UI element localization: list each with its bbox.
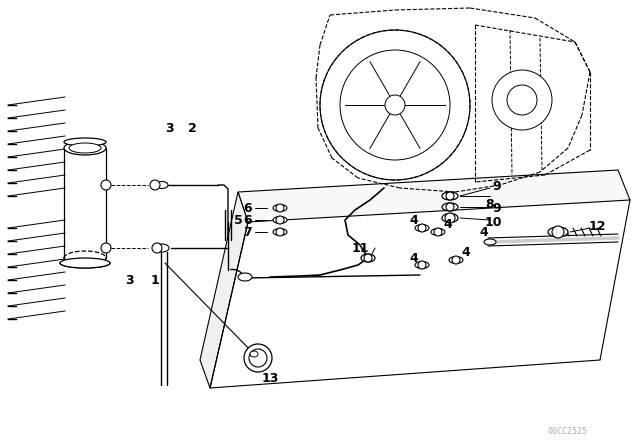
Circle shape (320, 30, 470, 180)
Ellipse shape (69, 143, 101, 153)
Circle shape (244, 344, 272, 372)
Text: 9: 9 (493, 180, 501, 193)
Ellipse shape (156, 181, 168, 189)
Ellipse shape (250, 351, 258, 357)
Text: 4: 4 (410, 251, 419, 264)
Circle shape (418, 224, 426, 232)
Text: 1: 1 (150, 273, 159, 287)
Ellipse shape (361, 254, 375, 262)
Circle shape (276, 216, 284, 224)
Ellipse shape (64, 141, 106, 155)
Circle shape (385, 95, 405, 115)
Circle shape (446, 192, 454, 200)
Ellipse shape (64, 138, 106, 146)
Circle shape (150, 180, 160, 190)
Circle shape (418, 261, 426, 269)
Text: 10: 10 (484, 215, 502, 228)
Circle shape (152, 243, 162, 253)
Text: 2: 2 (188, 121, 196, 134)
Ellipse shape (431, 228, 445, 236)
Text: 3: 3 (125, 273, 134, 287)
Circle shape (446, 203, 454, 211)
Ellipse shape (442, 203, 458, 211)
Ellipse shape (155, 244, 169, 252)
Text: 4: 4 (444, 217, 452, 231)
Circle shape (101, 243, 111, 253)
Ellipse shape (238, 273, 252, 281)
Text: 7: 7 (244, 225, 252, 238)
Ellipse shape (442, 214, 458, 223)
Ellipse shape (60, 258, 110, 268)
Text: 4: 4 (461, 246, 470, 258)
Circle shape (276, 204, 284, 212)
Ellipse shape (484, 239, 496, 245)
Text: 11: 11 (351, 241, 369, 254)
Circle shape (552, 226, 564, 238)
Text: 6: 6 (244, 202, 252, 215)
Polygon shape (238, 170, 630, 222)
Text: 13: 13 (261, 371, 278, 384)
Ellipse shape (273, 216, 287, 224)
Text: 9: 9 (493, 202, 501, 215)
Circle shape (492, 70, 552, 130)
Text: 3: 3 (166, 121, 174, 134)
Circle shape (434, 228, 442, 236)
Text: 5: 5 (234, 214, 243, 227)
Circle shape (445, 213, 455, 223)
Polygon shape (200, 192, 248, 388)
Text: 4: 4 (479, 227, 488, 240)
Ellipse shape (273, 204, 287, 211)
Text: 00CC2525: 00CC2525 (548, 427, 588, 436)
Text: 6: 6 (244, 214, 252, 227)
Circle shape (276, 228, 284, 236)
Ellipse shape (449, 257, 463, 263)
Text: 12: 12 (588, 220, 605, 233)
Ellipse shape (442, 192, 458, 200)
Text: 4: 4 (410, 214, 419, 227)
Circle shape (452, 256, 460, 264)
Circle shape (101, 180, 111, 190)
Ellipse shape (415, 224, 429, 232)
Circle shape (340, 50, 450, 160)
Ellipse shape (273, 228, 287, 236)
Circle shape (249, 349, 267, 367)
Circle shape (507, 85, 537, 115)
Ellipse shape (415, 262, 429, 268)
Ellipse shape (548, 227, 568, 237)
Circle shape (364, 254, 372, 262)
Text: 8: 8 (486, 198, 494, 211)
